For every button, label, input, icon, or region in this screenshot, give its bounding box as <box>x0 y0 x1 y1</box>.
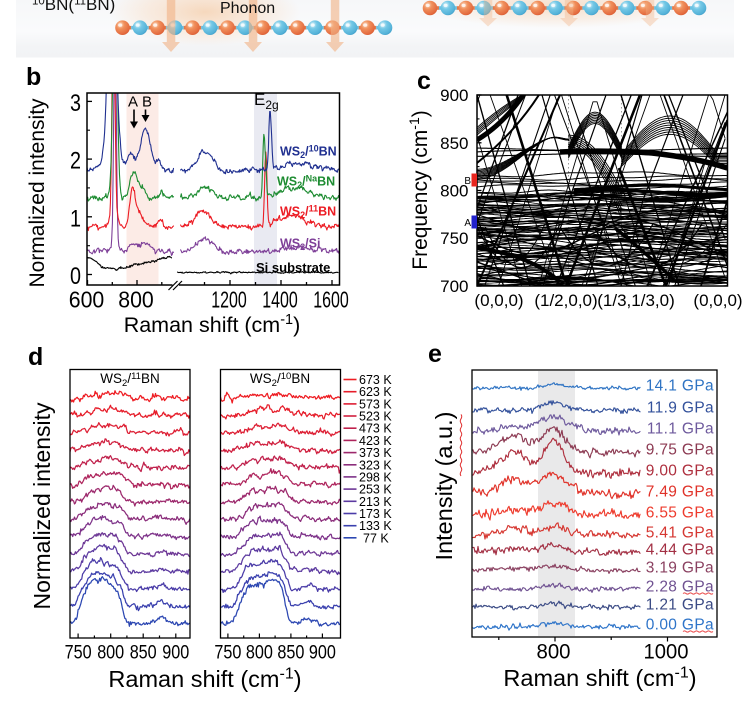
svg-text:473 K: 473 K <box>359 422 392 436</box>
svg-text:373 K: 373 K <box>359 446 392 460</box>
svg-text:253 K: 253 K <box>359 483 392 497</box>
svg-text:d: d <box>28 343 43 371</box>
svg-text:Raman shift (cm-1): Raman shift (cm-1) <box>124 312 301 337</box>
svg-text:0: 0 <box>70 263 81 290</box>
svg-text:800: 800 <box>440 182 468 201</box>
svg-text:0.00 GPa: 0.00 GPa <box>646 617 714 634</box>
svg-text:(0,0,0): (0,0,0) <box>693 291 742 310</box>
svg-text:423 K: 423 K <box>359 434 392 448</box>
svg-text:850: 850 <box>130 642 157 664</box>
svg-text:213 K: 213 K <box>359 495 392 509</box>
svg-text:Normalized intensity: Normalized intensity <box>26 98 49 288</box>
svg-text:3.19 GPa: 3.19 GPa <box>646 560 714 577</box>
svg-text:77 K: 77 K <box>363 531 389 545</box>
svg-text:750: 750 <box>214 642 241 664</box>
svg-text:298 K: 298 K <box>359 470 392 484</box>
svg-text:Raman shift (cm-1): Raman shift (cm-1) <box>108 666 301 693</box>
svg-text:750: 750 <box>440 229 468 248</box>
svg-text:e: e <box>428 340 442 368</box>
svg-text:WS2/11BN: WS2/11BN <box>280 204 336 221</box>
svg-text:2.28 GPa: 2.28 GPa <box>646 579 714 596</box>
svg-text:A: A <box>464 218 471 229</box>
svg-text:(0,0,0): (0,0,0) <box>474 291 523 310</box>
svg-text:850: 850 <box>277 642 304 664</box>
svg-text:Frequency (cm-1): Frequency (cm-1) <box>406 110 432 270</box>
svg-text:9.00 GPa: 9.00 GPa <box>646 463 714 480</box>
svg-text:1600: 1600 <box>313 287 349 313</box>
svg-text:WS2/10BN: WS2/10BN <box>250 371 310 389</box>
svg-text:850: 850 <box>440 134 468 153</box>
svg-text:600: 600 <box>69 287 105 313</box>
svg-text:1200: 1200 <box>211 287 247 313</box>
svg-text:800: 800 <box>97 642 124 664</box>
svg-text:173 K: 173 K <box>359 507 392 521</box>
svg-text:1400: 1400 <box>262 287 298 313</box>
svg-text:4.44 GPa: 4.44 GPa <box>646 542 714 559</box>
svg-text:3: 3 <box>70 90 81 117</box>
svg-text:900: 900 <box>162 642 189 664</box>
svg-text:14.1 GPa: 14.1 GPa <box>646 378 714 395</box>
svg-text:B: B <box>464 176 471 187</box>
svg-text:523 K: 523 K <box>359 410 392 424</box>
svg-text:c: c <box>417 67 431 95</box>
svg-text:WS2/NaBN: WS2/NaBN <box>277 174 335 191</box>
svg-text:Intensity (a.u.): Intensity (a.u.) <box>431 412 457 561</box>
svg-text:623 K: 623 K <box>359 385 392 399</box>
svg-text:A: A <box>128 94 138 111</box>
svg-text:Raman shift (cm-1): Raman shift (cm-1) <box>503 665 696 692</box>
svg-text:1000: 1000 <box>644 640 689 664</box>
svg-text:10BN(11BN): 10BN(11BN) <box>32 0 115 14</box>
svg-text:800: 800 <box>537 640 571 664</box>
svg-text:(1/2,0,0): (1/2,0,0) <box>534 291 597 310</box>
svg-text:323 K: 323 K <box>359 458 392 472</box>
svg-text:900: 900 <box>309 642 336 664</box>
svg-text:WS2/11BN: WS2/11BN <box>100 371 159 389</box>
svg-text:800: 800 <box>246 642 273 664</box>
svg-text:700: 700 <box>440 277 468 296</box>
svg-text:b: b <box>26 63 41 91</box>
svg-text:673 K: 673 K <box>359 373 392 387</box>
svg-text:WS2/Si: WS2/Si <box>280 237 320 253</box>
svg-text:Normalized intensity: Normalized intensity <box>29 402 55 610</box>
svg-text:B: B <box>142 94 152 111</box>
svg-text:133 K: 133 K <box>359 519 392 533</box>
svg-text:Phonon: Phonon <box>220 0 275 17</box>
svg-text:750: 750 <box>65 642 92 664</box>
svg-text:7.49 GPa: 7.49 GPa <box>646 484 714 501</box>
svg-text:11.9 GPa: 11.9 GPa <box>647 400 714 417</box>
svg-text:573 K: 573 K <box>359 397 392 411</box>
svg-text:6.55 GPa: 6.55 GPa <box>646 505 714 522</box>
svg-text:1: 1 <box>70 205 81 232</box>
svg-text:800: 800 <box>118 287 154 313</box>
svg-text:900: 900 <box>440 86 468 105</box>
svg-text:Si substrate: Si substrate <box>256 260 330 275</box>
svg-text:WS2/10BN: WS2/10BN <box>280 144 337 161</box>
svg-text:1.21 GPa: 1.21 GPa <box>646 597 714 614</box>
svg-text:11.1 GPa: 11.1 GPa <box>647 421 714 438</box>
svg-text:(1/3,1/3,0): (1/3,1/3,0) <box>597 291 675 310</box>
svg-text:9.75 GPa: 9.75 GPa <box>646 442 714 459</box>
svg-text:2: 2 <box>70 148 81 175</box>
svg-text:5.41 GPa: 5.41 GPa <box>646 525 714 542</box>
